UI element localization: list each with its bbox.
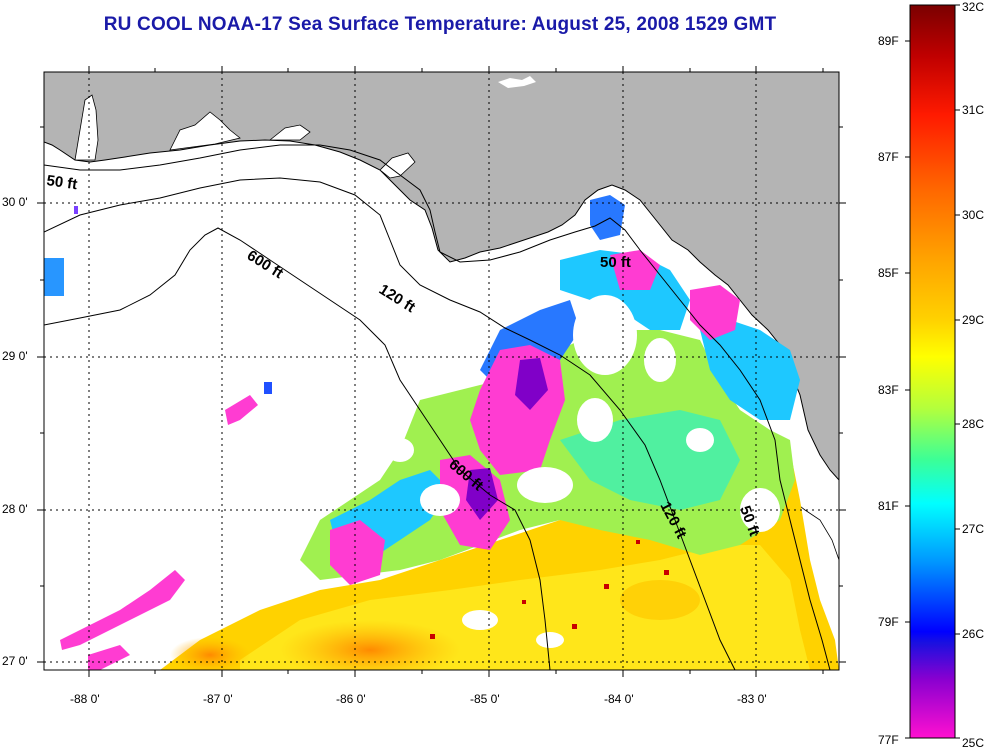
sst-blue-speck [44, 258, 64, 296]
cloud-gap [686, 428, 714, 452]
colorbar-celsius-label: 28C [962, 417, 985, 431]
sst-hot-spot [280, 620, 460, 670]
colorbar-celsius-label: 30C [962, 208, 985, 222]
cloud-gap [536, 632, 564, 648]
sst-hot-spot [170, 637, 250, 670]
sst-cool-region [225, 395, 258, 425]
bay-inlet [169, 111, 241, 151]
sst-cool-region [466, 468, 498, 520]
cloud-gap [420, 484, 460, 516]
cloud-gap [644, 338, 676, 382]
colorbar-fahrenheit-label: 87F [878, 150, 899, 164]
colorbar [909, 4, 956, 739]
lat-tick-label: 28 0' [2, 502, 28, 516]
colorbar-fahrenheit-label: 83F [878, 383, 899, 397]
bay-inlet [74, 94, 99, 161]
sst-hot-spot [620, 580, 700, 620]
colorbar-celsius-label: 26C [962, 627, 985, 641]
colorbar-ticks [905, 4, 960, 739]
contour-label: 50 ft [600, 254, 631, 271]
lon-tick-label: -83 0' [737, 692, 767, 706]
colorbar-fahrenheit-label: 81F [878, 499, 899, 513]
lon-tick-label: -86 0' [336, 692, 366, 706]
sst-red-speck [430, 634, 435, 639]
colorbar-celsius-label: 32C [962, 0, 985, 14]
bay-inlet [268, 124, 311, 141]
colorbar-fahrenheit-label: 79F [878, 615, 899, 629]
sst-red-speck [636, 540, 640, 544]
lon-tick-label: -85 0' [470, 692, 500, 706]
sst-cool-region [88, 645, 130, 670]
lon-tick-label: -88 0' [70, 692, 100, 706]
colorbar-fahrenheit-label: 77F [878, 733, 899, 747]
lat-tick-label: 30 0' [2, 195, 28, 209]
colorbar-celsius-label: 27C [962, 522, 985, 536]
lat-tick-label: 27 0' [2, 654, 28, 668]
sst-cool-region [60, 570, 185, 650]
colorbar-fahrenheit-label: 89F [878, 34, 899, 48]
lon-tick-label: -84 0' [604, 692, 634, 706]
sst-red-speck [572, 624, 577, 629]
sst-cool-region [515, 358, 548, 410]
lon-tick-label: -87 0' [203, 692, 233, 706]
plot-frame [43, 71, 840, 671]
colorbar-celsius-label: 31C [962, 103, 985, 117]
axis-ticks [37, 66, 846, 677]
contour-120ft [44, 177, 736, 670]
cloud-gap [577, 398, 613, 442]
sst-blue-region [700, 320, 800, 420]
colorbar-fahrenheit-label: 85F [878, 266, 899, 280]
map-title: RU COOL NOAA-17 Sea Surface Temperature:… [103, 14, 777, 35]
sst-blue-region [590, 195, 625, 240]
land-mass [44, 72, 839, 481]
lake-patch [498, 76, 536, 88]
sst-red-speck [522, 600, 526, 604]
colorbar-celsius-label: 29C [962, 313, 985, 327]
contour-label: 50 ft [45, 172, 78, 193]
sst-red-speck [664, 570, 669, 575]
sst-cool-region [330, 520, 385, 585]
cloud-gap [386, 438, 414, 462]
lat-tick-label: 29 0' [2, 349, 28, 363]
sst-red-speck [604, 584, 609, 589]
colorbar-celsius-label: 25C [962, 736, 985, 750]
contour-600ft [44, 227, 551, 670]
bay-inlet [379, 152, 416, 179]
sst-blue-speck [264, 382, 272, 394]
sst-cool-region [690, 285, 740, 340]
cloud-gap [573, 295, 637, 375]
sst-blue-speck [74, 206, 78, 214]
contour-50ft-north [44, 144, 831, 670]
cloud-gap [517, 467, 573, 503]
cloud-gap [462, 610, 498, 630]
